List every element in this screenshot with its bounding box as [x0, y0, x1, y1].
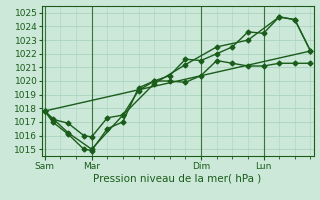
X-axis label: Pression niveau de la mer( hPa ): Pression niveau de la mer( hPa ) — [93, 173, 262, 183]
